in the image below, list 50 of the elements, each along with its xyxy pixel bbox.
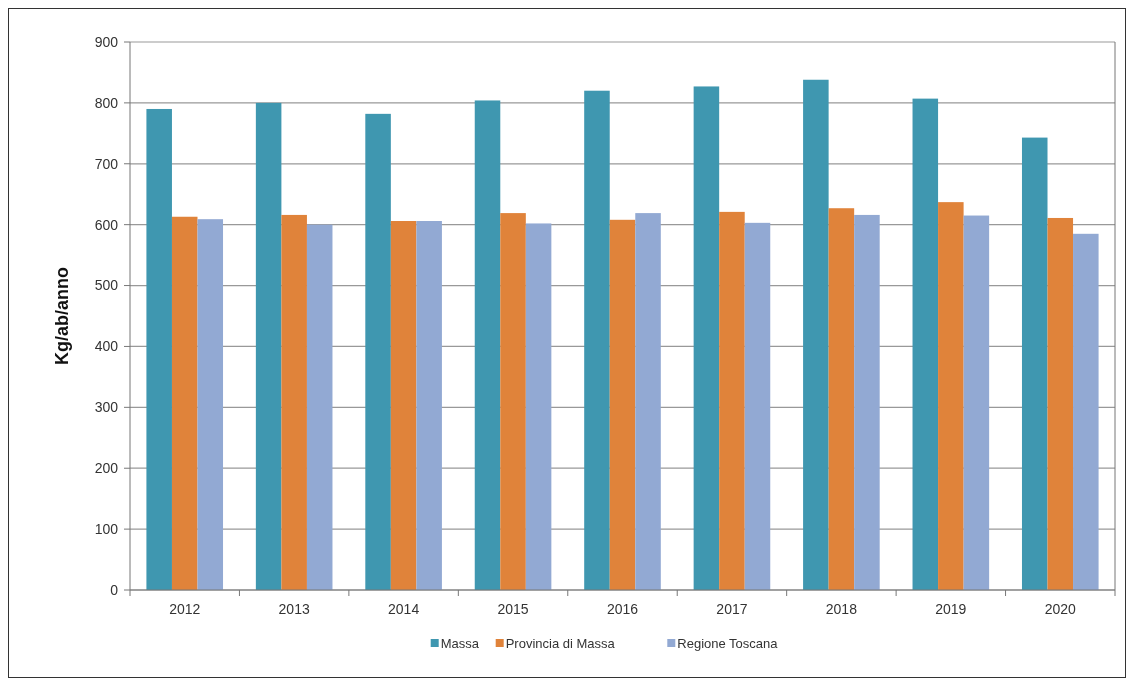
bar	[854, 214, 880, 590]
bar	[255, 102, 282, 590]
bar	[635, 213, 661, 590]
legend-label: Provincia di Massa	[505, 636, 616, 651]
bar	[171, 216, 198, 590]
bar	[416, 221, 442, 590]
bar	[474, 100, 501, 590]
bar	[500, 213, 526, 590]
bar	[1047, 217, 1074, 590]
bar	[525, 223, 552, 590]
y-axis-title: Kg/ab/anno	[52, 267, 72, 365]
y-tick-label: 0	[110, 581, 119, 598]
bar	[938, 202, 964, 590]
legend-label: Massa	[440, 636, 480, 651]
bar	[390, 221, 417, 590]
y-tick-label: 300	[94, 399, 119, 416]
bar	[1021, 137, 1048, 590]
bar	[584, 90, 610, 590]
y-tick-label: 800	[94, 94, 119, 111]
y-tick-label: 400	[94, 338, 119, 355]
x-tick-label: 2020	[1044, 601, 1077, 617]
y-tick-label: 900	[94, 33, 119, 50]
bar	[693, 86, 720, 590]
x-tick-label: 2017	[716, 601, 748, 617]
x-tick-label: 2016	[606, 601, 639, 617]
bar	[146, 108, 172, 590]
legend-label: Regione Toscana	[677, 636, 779, 651]
x-tick-label: 2015	[497, 601, 529, 617]
bar	[744, 222, 771, 590]
bar	[803, 79, 829, 590]
x-tick-label: 2013	[278, 601, 310, 617]
bar	[963, 215, 990, 590]
x-tick-label: 2014	[388, 601, 420, 617]
bar	[609, 219, 636, 590]
bar	[1073, 233, 1099, 590]
bar	[197, 219, 224, 590]
x-tick-label: 2012	[169, 601, 201, 617]
bar	[306, 224, 333, 590]
bar	[281, 214, 307, 590]
bar	[912, 98, 939, 590]
bar	[365, 113, 391, 590]
bar	[828, 208, 855, 590]
y-tick-label: 100	[94, 521, 119, 538]
bar	[719, 211, 745, 590]
y-tick-label: 600	[94, 216, 119, 233]
y-tick-label: 500	[94, 277, 119, 294]
x-tick-label: 2018	[825, 601, 858, 617]
y-tick-label: 200	[94, 460, 119, 477]
x-tick-label: 2019	[935, 601, 967, 617]
y-tick-label: 700	[94, 155, 119, 172]
